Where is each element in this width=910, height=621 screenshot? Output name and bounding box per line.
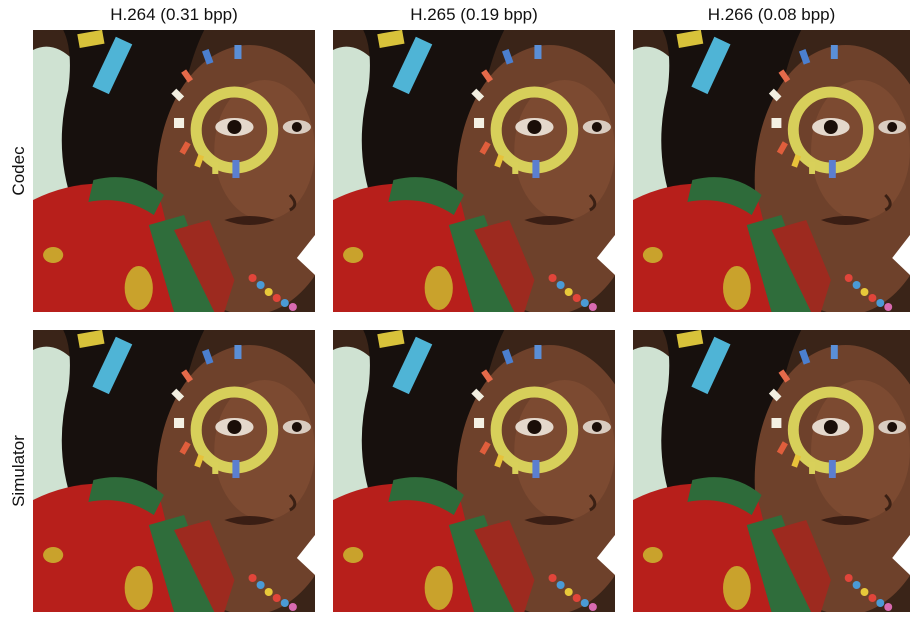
column-header: H.266 (0.08 bpp): [708, 5, 836, 24]
image-panel: [633, 330, 910, 615]
column-header: H.264 (0.31 bpp): [110, 5, 238, 24]
figure: H.264 (0.31 bpp) H.265 (0.19 bpp) H.266 (0…: [0, 0, 910, 616]
column-header: H.265 (0.19 bpp): [410, 5, 538, 24]
image-panel: [333, 30, 642, 315]
image-panel: [33, 330, 342, 615]
row-label: Codec: [9, 146, 28, 196]
row-label: Simulator: [9, 435, 28, 507]
image-panel: [333, 330, 642, 615]
image-panel: [33, 30, 342, 315]
image-panel: [633, 30, 910, 315]
